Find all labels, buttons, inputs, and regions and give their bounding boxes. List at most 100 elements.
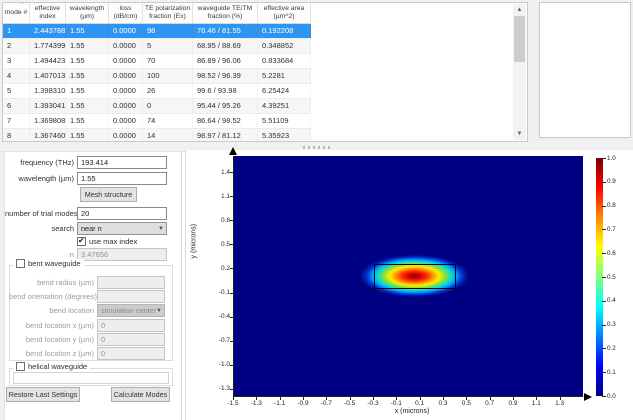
bent-row-label: bend radius (µm) xyxy=(37,278,94,287)
y-tick-label: -0.1 xyxy=(218,289,230,297)
column-header[interactable]: effective index xyxy=(30,3,66,23)
table-cell: 1.55 xyxy=(66,84,109,98)
table-cell: 6 xyxy=(3,99,30,113)
scrollbar-thumb[interactable] xyxy=(514,16,525,62)
bent-row: bend location x (µm) xyxy=(9,318,169,332)
table-row[interactable]: 6 1.393041 1.55 0.0000 0 95.44 / 95.26 4.39251 xyxy=(3,99,311,114)
chevron-down-icon: ▼ xyxy=(158,225,164,232)
x-tick-label: 0.9 xyxy=(508,400,518,407)
table-cell: 0.348852 xyxy=(258,39,311,53)
search-dropdown-value: near n xyxy=(81,223,102,233)
y-tick-label: -1.3 xyxy=(218,385,230,393)
table-scrollbar[interactable]: ▲ ▼ xyxy=(513,4,526,140)
table-cell: 5 xyxy=(143,39,193,53)
mode-table-header: mode # effective index wavelength (µm) loss… xyxy=(3,3,311,24)
mode-settings-form: frequency (THz) wavelength (µm) Mesh str… xyxy=(4,152,180,420)
bent-row-input xyxy=(97,318,165,332)
x-tick-mark xyxy=(419,397,421,400)
x-tick-mark xyxy=(466,397,468,400)
table-cell: 0.0000 xyxy=(109,69,143,83)
table-cell: 5 xyxy=(3,84,30,98)
table-cell: 2.443788 xyxy=(30,24,66,38)
y-tick-label: 0.8 xyxy=(220,216,230,224)
table-cell: 98.97 / 81.12 xyxy=(193,129,258,141)
helical-waveguide-checkbox[interactable] xyxy=(16,362,25,371)
colorbar-tick-mark xyxy=(602,158,606,159)
y-tick-mark xyxy=(230,172,233,174)
helical-waveguide-group xyxy=(9,368,173,386)
colorbar-tick-mark xyxy=(602,300,606,302)
table-cell: 1.407013 xyxy=(30,69,66,83)
mode-intensity-heatmap xyxy=(233,156,583,397)
y-tick-label: -0.4 xyxy=(218,313,230,321)
x-tick-label: 0.5 xyxy=(461,400,471,407)
sort-ascending-icon: ^ xyxy=(21,2,24,8)
table-cell: 1.369808 xyxy=(30,114,66,128)
colorbar-tick-label: 0.5 xyxy=(607,273,616,281)
bent-row-label: bend location y (µm) xyxy=(25,334,94,344)
y-tick-mark xyxy=(230,220,233,222)
restore-last-settings-button[interactable]: Restore Last Settings xyxy=(6,387,80,402)
table-row[interactable]: 1 2.443788 1.55 0.0000 98 76.46 / 81.55 0.1922… xyxy=(3,24,311,39)
table-row[interactable]: 2 1.774399 1.55 0.0000 5 68.95 / 88.69 0.34885… xyxy=(3,39,311,54)
y-tick-mark xyxy=(230,340,233,342)
table-cell: 74 xyxy=(143,114,193,128)
table-cell: 98 xyxy=(143,24,193,38)
mesh-structure-button[interactable]: Mesh structure xyxy=(80,187,137,202)
table-cell: 1.55 xyxy=(66,24,109,38)
table-cell: 3 xyxy=(3,54,30,68)
calculate-modes-button[interactable]: Calculate Modes xyxy=(111,387,170,402)
colorbar-tick-label: 0.4 xyxy=(607,297,616,305)
column-header[interactable]: effective area (µm^2) xyxy=(258,3,311,23)
trial-modes-input[interactable] xyxy=(77,206,167,220)
table-cell: 5.51109 xyxy=(258,114,311,128)
column-header[interactable]: loss (dB/cm) xyxy=(109,3,143,23)
colorbar-tick-label: 0.3 xyxy=(607,321,616,329)
table-cell: 1.55 xyxy=(66,54,109,68)
colorbar-tick-label: 0.6 xyxy=(607,249,616,257)
use-max-index-label: use max index xyxy=(89,236,138,246)
x-tick-mark xyxy=(559,397,561,400)
wavelength-input[interactable] xyxy=(77,171,167,185)
scroll-up-icon[interactable]: ▲ xyxy=(513,4,526,16)
colorbar-tick-label: 0.1 xyxy=(607,368,616,376)
colorbar-tick-mark xyxy=(602,348,606,350)
table-row[interactable]: 3 1.494423 1.55 0.0000 70 86.89 / 96.06 0.8336… xyxy=(3,54,311,69)
vertical-splitter[interactable] xyxy=(180,152,188,420)
column-header[interactable]: TE polarization fraction (Ex) xyxy=(143,3,193,23)
y-tick-mark xyxy=(230,364,233,366)
column-header[interactable]: mode # xyxy=(3,3,30,23)
colorbar-tick-mark xyxy=(602,277,606,278)
x-tick-mark xyxy=(489,397,491,400)
x-tick-label: 1.3 xyxy=(555,400,565,407)
colorbar-tick-label: 0.0 xyxy=(607,392,616,400)
column-header[interactable]: wavelength (µm) xyxy=(66,3,109,23)
colorbar-tick-label: 0.7 xyxy=(607,225,616,233)
x-tick-mark xyxy=(536,397,538,400)
table-row[interactable]: 7 1.369808 1.55 0.0000 74 86.64 / 98.52 5.5110… xyxy=(3,114,311,129)
y-tick-label: 0.5 xyxy=(220,240,230,248)
bend-location-value: simulation center xyxy=(101,306,157,316)
colorbar-tick-mark xyxy=(602,253,606,255)
table-cell: 0.833684 xyxy=(258,54,311,68)
table-row[interactable]: 8 1.367460 1.55 0.0000 14 98.97 / 81.12 5.3592… xyxy=(3,129,311,141)
table-row[interactable]: 5 1.398310 1.55 0.0000 26 99.6 / 93.98 6.25424 xyxy=(3,84,311,99)
y-tick-label: -0.7 xyxy=(218,337,230,345)
scroll-down-icon[interactable]: ▼ xyxy=(513,128,526,140)
table-cell: 1.774399 xyxy=(30,39,66,53)
x-tick-mark xyxy=(303,397,304,400)
bent-row: bend location simulation center ▼ xyxy=(9,304,169,318)
table-cell: 1.494423 xyxy=(30,54,66,68)
column-header[interactable]: waveguide TE/TM fraction (%) xyxy=(193,3,258,23)
search-dropdown[interactable]: near n ▼ xyxy=(77,221,167,235)
bent-waveguide-checkbox[interactable] xyxy=(16,259,25,268)
table-cell: 76.46 / 81.55 xyxy=(193,24,258,38)
table-cell: 98.52 / 96.39 xyxy=(193,69,258,83)
table-cell: 0 xyxy=(143,99,193,113)
table-row[interactable]: 4 1.407013 1.55 0.0000 100 98.52 / 96.39 5.228… xyxy=(3,69,311,84)
frequency-input[interactable] xyxy=(77,155,167,169)
table-cell: 1.55 xyxy=(66,129,109,141)
bent-waveguide-label: bent waveguide xyxy=(28,259,81,268)
x-tick-mark xyxy=(326,397,328,400)
use-max-index-checkbox[interactable] xyxy=(77,236,86,246)
